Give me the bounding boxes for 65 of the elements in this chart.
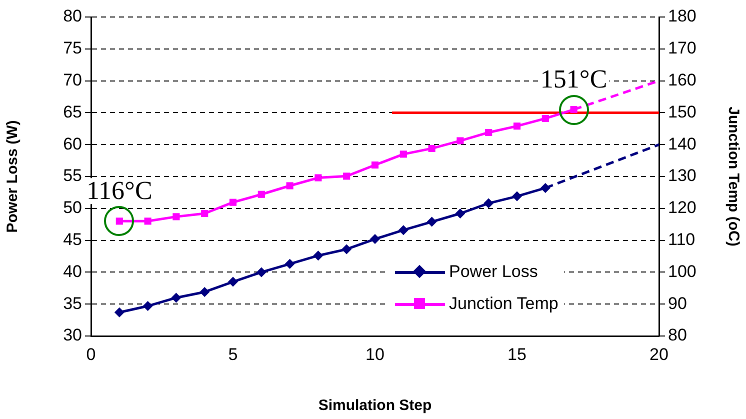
- legend-label: Junction Temp: [449, 294, 558, 314]
- y-tick-label: 55: [63, 166, 82, 186]
- y-tick-label: 45: [63, 230, 82, 249]
- point: [342, 244, 352, 254]
- point: [284, 258, 295, 269]
- y-tick-label: 50: [63, 198, 82, 218]
- point: [455, 208, 466, 219]
- x-tick-label: 0: [86, 344, 96, 364]
- point: [144, 218, 152, 225]
- point: [313, 250, 324, 261]
- point: [456, 137, 464, 144]
- legend-label: Power Loss: [449, 262, 538, 282]
- y2-tick-label: 100: [668, 262, 696, 281]
- y2-tick-label: 110: [668, 230, 696, 249]
- point: [484, 198, 494, 208]
- point: [228, 276, 238, 287]
- point: [343, 172, 350, 180]
- y2-tick-label: 180: [668, 6, 696, 26]
- point: [172, 213, 180, 220]
- point: [371, 161, 379, 169]
- point: [114, 307, 124, 318]
- x-tick-label: 20: [650, 344, 668, 364]
- point: [428, 144, 436, 152]
- point: [200, 286, 210, 297]
- x-tick-label: 5: [228, 344, 238, 364]
- point: [513, 122, 521, 130]
- y2-tick-label: 170: [668, 38, 696, 58]
- point: [370, 234, 380, 244]
- point: [400, 150, 407, 158]
- point: [426, 216, 437, 227]
- annotation: 116°C: [86, 176, 152, 206]
- y-tick-label: 35: [63, 294, 82, 313]
- point: [258, 190, 265, 198]
- point: [540, 182, 550, 193]
- point: [542, 114, 549, 122]
- y2-tick-label: 160: [668, 70, 696, 90]
- point: [512, 191, 522, 202]
- y2-tick-label: 90: [668, 294, 687, 313]
- point: [142, 301, 153, 312]
- x-axis-title: Simulation Step: [318, 397, 432, 414]
- y2-tick-label: 150: [668, 102, 696, 122]
- x-tick-label: 10: [366, 344, 384, 364]
- y2-tick-label: 120: [668, 198, 696, 218]
- point: [286, 182, 294, 190]
- y-tick-label: 70: [63, 70, 82, 90]
- x-tick-label: 15: [508, 344, 526, 364]
- point: [485, 128, 492, 136]
- y2-tick-label: 140: [668, 134, 696, 154]
- y-axis-title: Power Loss (W): [4, 120, 22, 233]
- point: [171, 292, 182, 303]
- point: [229, 198, 237, 206]
- point: [398, 225, 408, 236]
- y-tick-label: 60: [63, 134, 82, 154]
- point: [256, 267, 266, 278]
- point: [314, 174, 322, 182]
- y-tick-label: 30: [63, 326, 82, 345]
- annotation: 151°C: [540, 64, 608, 94]
- y-tick-label: 80: [63, 6, 82, 26]
- y-tick-label: 65: [63, 102, 82, 122]
- y2-tick-label: 80: [668, 326, 687, 345]
- y-tick-label: 75: [63, 38, 82, 58]
- y2-axis-title: Junction Temp (oC): [724, 106, 742, 246]
- y2-tick-label: 130: [668, 166, 696, 186]
- y-tick-label: 40: [63, 262, 82, 281]
- point: [201, 210, 208, 218]
